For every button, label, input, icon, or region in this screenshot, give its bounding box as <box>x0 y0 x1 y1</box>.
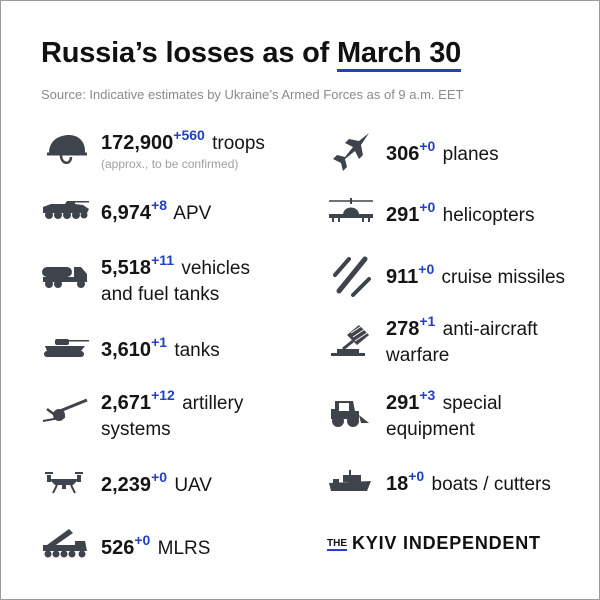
boat-icon <box>327 469 373 493</box>
anti-aircraft-icon <box>329 323 371 359</box>
plane-icon <box>329 131 371 173</box>
mlrs-icon <box>41 527 89 559</box>
stat-text: 5,518+11 vehicles and fuel tanks <box>101 252 250 305</box>
stat-text: 306+0 planes <box>386 138 499 165</box>
stat-text: 2,671+12 artillery systems <box>101 387 244 440</box>
stat-text: 3,610+1 tanks <box>101 334 220 361</box>
stat-text: 6,974+8 APV <box>101 197 212 224</box>
missile-icon <box>331 253 373 297</box>
title-prefix: Russia’s losses as of <box>41 37 337 69</box>
apv-icon <box>41 199 91 223</box>
helicopter-icon <box>327 197 375 225</box>
stat-text: 18+0 boats / cutters <box>386 468 551 495</box>
stat-text: 278+1 anti-aircraft warfare <box>386 313 538 366</box>
stat-text: 172,900+560 troops (approx., to be confir… <box>101 127 265 171</box>
helmet-icon <box>45 133 89 169</box>
loader-icon <box>329 397 371 429</box>
fuel-truck-icon <box>41 263 89 291</box>
stat-text: 911+0 cruise missiles <box>386 261 566 288</box>
title-date: March 30 <box>336 37 461 72</box>
stat-text: 526+0 MLRS <box>101 532 211 559</box>
tank-icon <box>41 337 91 359</box>
stat-text: 291+3 special equipment <box>386 387 502 440</box>
kyiv-independent-logo: THE KYIV INDEPENDENT <box>327 533 541 553</box>
stat-text: 291+0 helicopters <box>386 199 535 226</box>
page-title: Russia’s losses as of March 30 <box>41 37 461 72</box>
stat-text: 2,239+0 UAV <box>101 469 212 496</box>
source-note: Source: Indicative estimates by Ukraine’… <box>41 87 464 102</box>
artillery-icon <box>41 397 89 425</box>
drone-icon <box>43 471 85 497</box>
